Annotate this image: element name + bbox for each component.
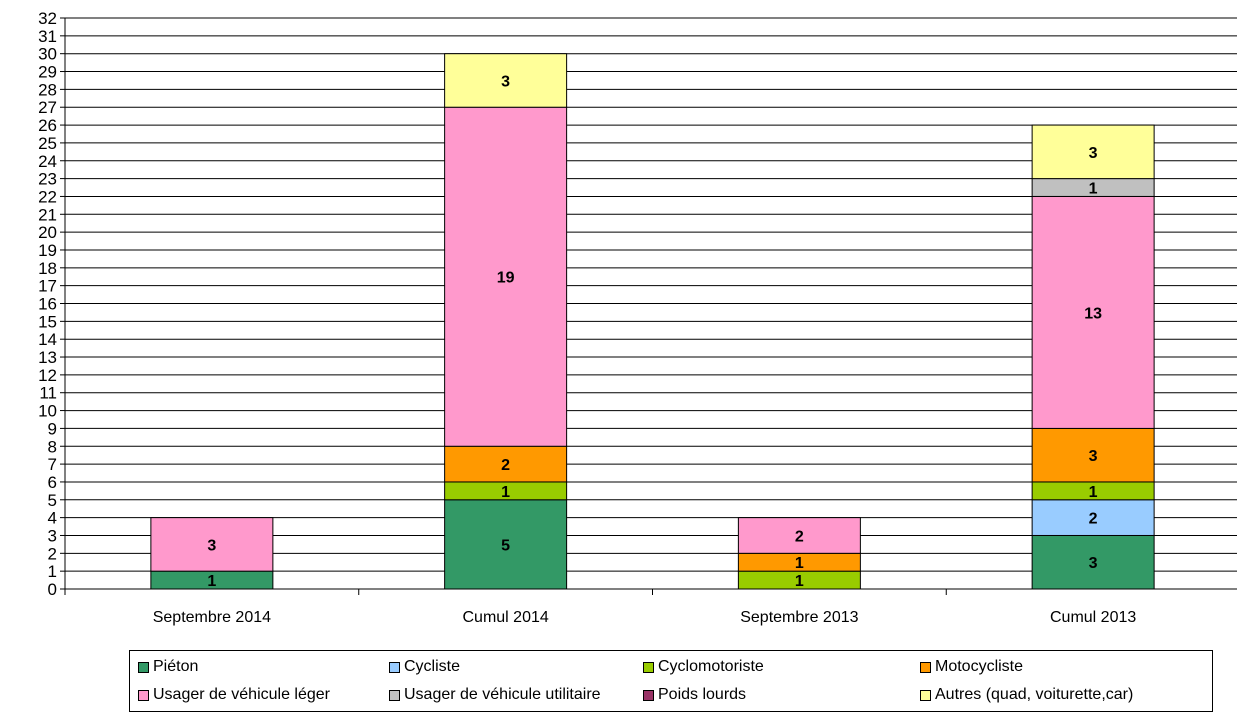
bar-segment: [150, 517, 274, 572]
data-label: 3: [1089, 448, 1098, 465]
data-label: 1: [1089, 181, 1098, 198]
legend-swatch: [389, 661, 400, 673]
y-tick-label: 11: [39, 384, 57, 403]
legend-label: Cycliste: [404, 658, 461, 675]
legend-label: Motocycliste: [935, 658, 1024, 675]
y-tick-label: 21: [38, 205, 57, 224]
bar-segment: [444, 53, 568, 108]
x-tick-label: Cumul 2013: [1050, 609, 1136, 626]
y-tick-label: 10: [38, 402, 57, 421]
y-tick-label: 0: [48, 580, 57, 599]
data-label: 13: [1084, 305, 1102, 322]
data-label: 1: [795, 555, 804, 572]
data-label: 1: [501, 484, 510, 501]
y-tick-label: 2: [48, 544, 57, 563]
y-tick-label: 30: [38, 45, 57, 64]
legend-swatch: [389, 689, 400, 701]
y-tick-label: 17: [38, 277, 57, 296]
y-tick-label: 7: [48, 455, 57, 474]
data-label: 3: [207, 537, 216, 554]
legend-item: Poids lourds: [643, 686, 746, 704]
y-tick-label: 25: [38, 134, 57, 153]
legend-swatch: [643, 661, 654, 673]
x-tick-label: Septembre 2013: [740, 609, 858, 626]
legend: Piéton Cycliste Cyclomotoriste Motocycliste…: [129, 650, 1213, 712]
legend-item: Usager de véhicule léger: [138, 686, 330, 704]
legend-label: Usager de véhicule léger: [153, 686, 330, 703]
y-tick-label: 16: [38, 295, 57, 314]
legend-label: Piéton: [153, 658, 199, 675]
data-label: 1: [207, 573, 216, 590]
bar-segment: [1031, 195, 1155, 429]
legend-swatch: [643, 689, 654, 701]
y-tick-label: 18: [38, 259, 57, 278]
y-tick-label: 32: [38, 9, 57, 28]
y-tick-label: 3: [48, 526, 57, 545]
data-label: 2: [1089, 511, 1098, 528]
legend-item: Motocycliste: [920, 658, 1023, 676]
legend-item: Piéton: [138, 658, 198, 676]
y-tick-label: 31: [38, 27, 57, 46]
bar-segment: [1031, 499, 1155, 536]
data-label: 2: [501, 457, 510, 474]
y-tick-label: 24: [38, 152, 57, 171]
y-tick-label: 9: [48, 419, 57, 438]
bars: [150, 53, 1155, 590]
legend-label: Poids lourds: [658, 686, 747, 703]
y-tick-label: 6: [48, 473, 57, 492]
legend-label: Cyclomotoriste: [658, 658, 764, 675]
y-tick-label: 19: [38, 241, 57, 260]
y-tick-label: 22: [38, 187, 57, 206]
legend-label: Autres (quad, voiturette,car): [935, 686, 1134, 703]
data-label: 1: [795, 573, 804, 590]
x-tick-label: Cumul 2014: [462, 609, 548, 626]
bar-segment: [1031, 534, 1155, 590]
y-tick-label: 26: [38, 116, 57, 135]
legend-swatch: [138, 661, 149, 673]
bar-segment: [737, 517, 861, 554]
bar-segment: [1031, 427, 1155, 483]
data-label: 19: [497, 270, 515, 287]
bar-segment: [444, 499, 568, 590]
y-tick-label: 1: [48, 562, 57, 581]
y-tick-label: 14: [38, 330, 57, 349]
y-tick-label: 23: [38, 170, 57, 189]
y-tick-label: 27: [38, 98, 57, 117]
y-tick-label: 12: [38, 366, 57, 385]
y-tick-label: 20: [38, 223, 57, 242]
y-tick-label: 5: [48, 491, 57, 510]
x-tick-labels: Septembre 2014 Cumul 2014 Septembre 2013 Cu…: [153, 609, 1137, 626]
legend-item: Cycliste: [389, 658, 460, 676]
axes: [60, 17, 1237, 595]
y-tick-label: 13: [38, 348, 57, 367]
legend-swatch: [920, 661, 931, 673]
legend-label: Usager de véhicule utilitaire: [404, 686, 601, 703]
y-tick-label: 29: [38, 63, 57, 82]
stacked-bar-chart: 0123456789101112131415161718192021222324…: [38, 9, 1237, 626]
data-label: 3: [1089, 145, 1098, 162]
y-tick-label: 8: [48, 437, 57, 456]
y-tick-label: 15: [38, 312, 57, 331]
y-tick-labels: 0123456789101112131415161718192021222324…: [38, 9, 57, 599]
x-tick-label: Septembre 2014: [153, 609, 271, 626]
y-tick-label: 28: [38, 80, 57, 99]
legend-swatch: [138, 689, 149, 701]
legend-item: Cyclomotoriste: [643, 658, 764, 676]
data-label: 1: [1089, 484, 1098, 501]
data-label: 3: [501, 73, 510, 90]
bar-segment: [444, 106, 568, 447]
legend-item: Autres (quad, voiturette,car): [920, 686, 1133, 704]
y-tick-label: 4: [48, 509, 57, 528]
legend-swatch: [920, 689, 931, 701]
data-label: 2: [795, 528, 804, 545]
legend-item: Usager de véhicule utilitaire: [389, 686, 601, 704]
data-label: 3: [1089, 555, 1098, 572]
data-label: 5: [501, 537, 510, 554]
bar-segment: [1031, 124, 1155, 180]
